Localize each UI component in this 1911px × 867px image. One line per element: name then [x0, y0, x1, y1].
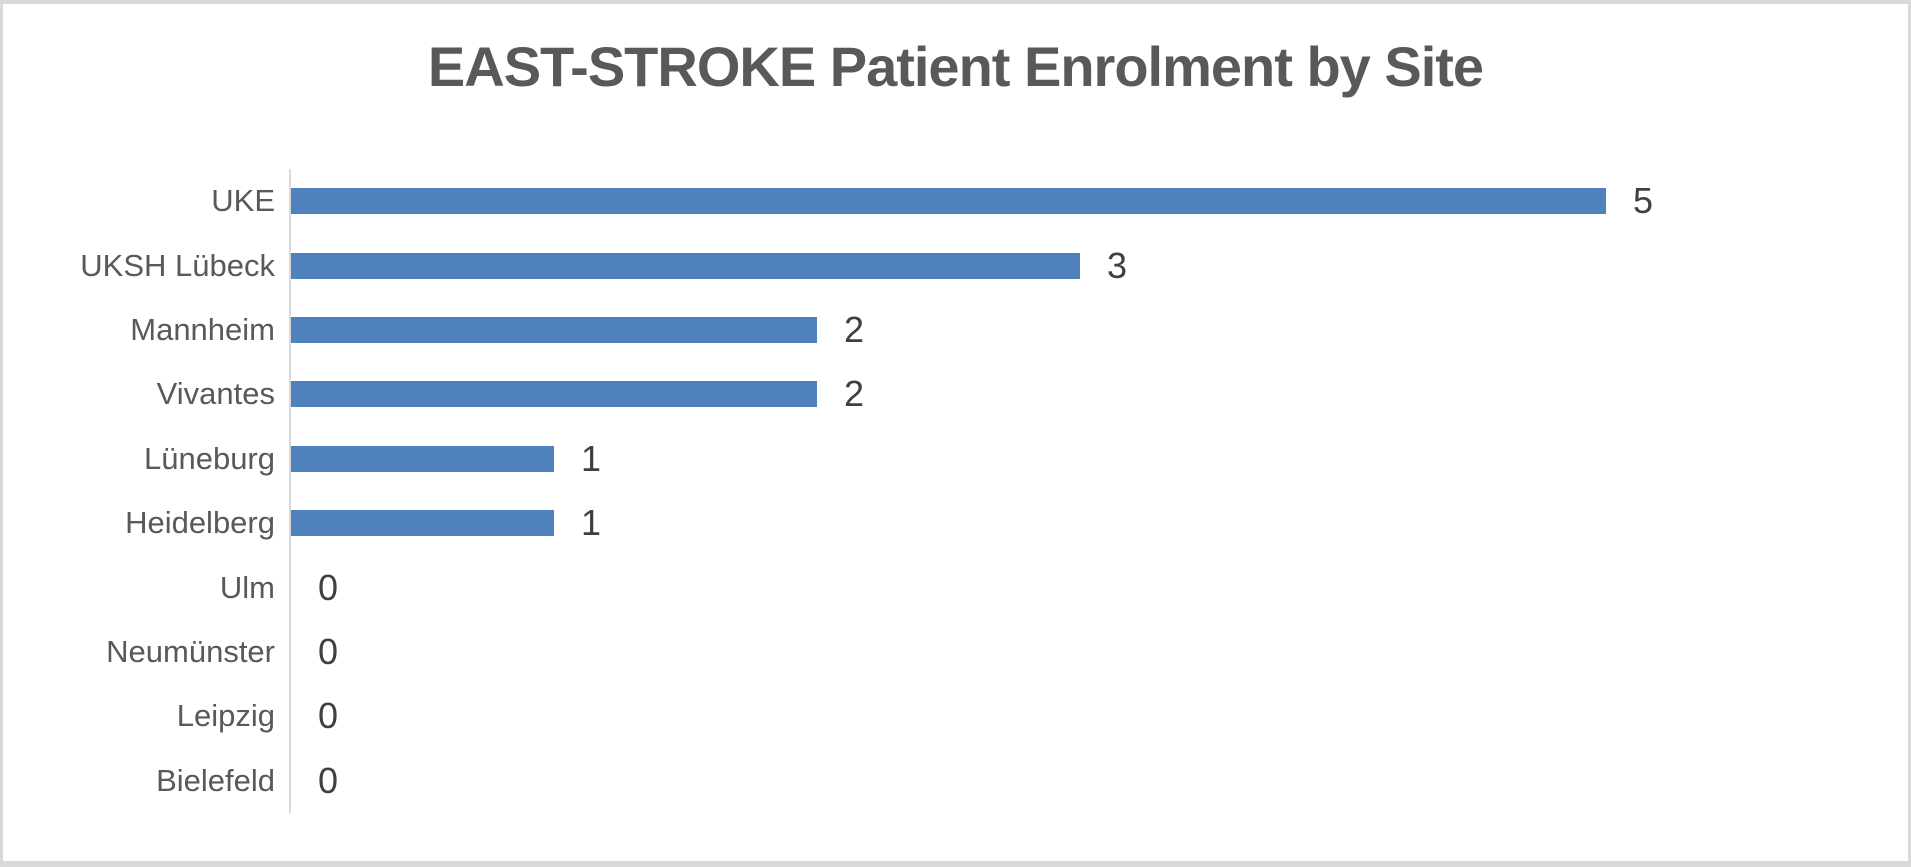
value-label: 1: [581, 437, 602, 479]
bar-row: Vivantes 2: [3, 362, 1908, 427]
bar: [291, 510, 554, 537]
category-label: Lüneburg: [143, 440, 275, 476]
category-label: Bielefeld: [156, 762, 275, 798]
value-label: 5: [1633, 180, 1654, 222]
category-label: Leipzig: [176, 698, 275, 734]
value-label: 2: [844, 373, 865, 415]
plot-area: UKE 5 UKSH Lübeck 3 Mannheim 2 Vivantes 2 Lünebu…: [3, 169, 1908, 813]
category-label: Neumünster: [106, 633, 275, 669]
bar-row: Mannheim 2: [3, 297, 1908, 363]
bar-row: UKE 5: [3, 169, 1908, 234]
bar-row: Ulm 0: [3, 555, 1908, 620]
bar-row: Heidelberg 1: [3, 490, 1908, 556]
bar-zone: 0: [289, 748, 1908, 813]
value-label: 3: [1107, 244, 1128, 286]
category-label: Vivantes: [156, 376, 275, 412]
bar: [291, 445, 554, 472]
value-label: 0: [318, 566, 339, 608]
bar-zone: 2: [289, 362, 1908, 427]
category-label: Heidelberg: [125, 505, 275, 541]
bar-zone: 3: [289, 233, 1908, 298]
bar-row: Neumünster 0: [3, 619, 1908, 685]
category-label: Ulm: [219, 569, 275, 605]
bar: [291, 252, 1080, 279]
bar-row: Leipzig 0: [3, 684, 1908, 749]
bar-row: UKSH Lübeck 3: [3, 233, 1908, 298]
chart-title: EAST-STROKE Patient Enrolment by Site: [427, 35, 1484, 98]
bar: [291, 381, 817, 408]
value-label: 2: [844, 308, 865, 350]
bar-zone: 1: [289, 490, 1908, 556]
value-label: 1: [581, 502, 602, 544]
value-label: 0: [318, 630, 339, 672]
bar-zone: 5: [289, 169, 1908, 234]
category-label: UKE: [211, 183, 275, 219]
value-label: 0: [318, 759, 339, 801]
bar-zone: 2: [289, 297, 1908, 363]
value-label: 0: [318, 695, 339, 737]
bar: [291, 188, 1606, 215]
bar-zone: 0: [289, 555, 1908, 620]
category-label: UKSH Lübeck: [80, 247, 275, 283]
category-label: Mannheim: [130, 311, 275, 347]
bar-zone: 1: [289, 426, 1908, 491]
bar-zone: 0: [289, 619, 1908, 685]
bar-row: Lüneburg 1: [3, 426, 1908, 491]
bar: [291, 316, 817, 343]
bar-row: Bielefeld 0: [3, 748, 1908, 813]
bar-zone: 0: [289, 684, 1908, 749]
